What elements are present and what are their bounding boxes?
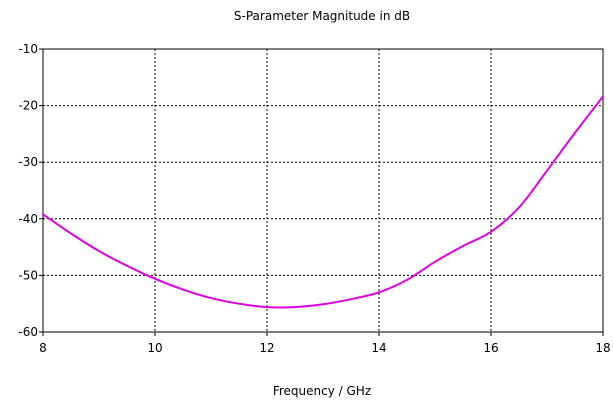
chart-title: S-Parameter Magnitude in dB [234, 9, 410, 23]
x-tick-label: 14 [371, 341, 386, 355]
x-axis-label: Frequency / GHz [273, 384, 371, 398]
x-tick-label: 16 [483, 341, 498, 355]
x-tick-label: 12 [259, 341, 274, 355]
series-line [42, 95, 604, 309]
x-tick-label: 10 [147, 341, 162, 355]
series-layer [42, 95, 604, 309]
y-tick-label: -40 [18, 212, 38, 226]
y-tick-label: -20 [18, 99, 38, 113]
y-tick-label: -30 [18, 155, 38, 169]
y-tick-label: -10 [18, 42, 38, 56]
axis-ticks: 8 10 12 14 16 18 -10 -20 -30 -40 -50 -60 [18, 42, 610, 355]
x-tick-label: 18 [595, 341, 610, 355]
grid [43, 49, 603, 332]
y-tick-label: -60 [18, 325, 38, 339]
plot-area-frame [42, 48, 604, 333]
y-tick-label: -50 [18, 268, 38, 282]
x-tick-label: 8 [39, 341, 47, 355]
